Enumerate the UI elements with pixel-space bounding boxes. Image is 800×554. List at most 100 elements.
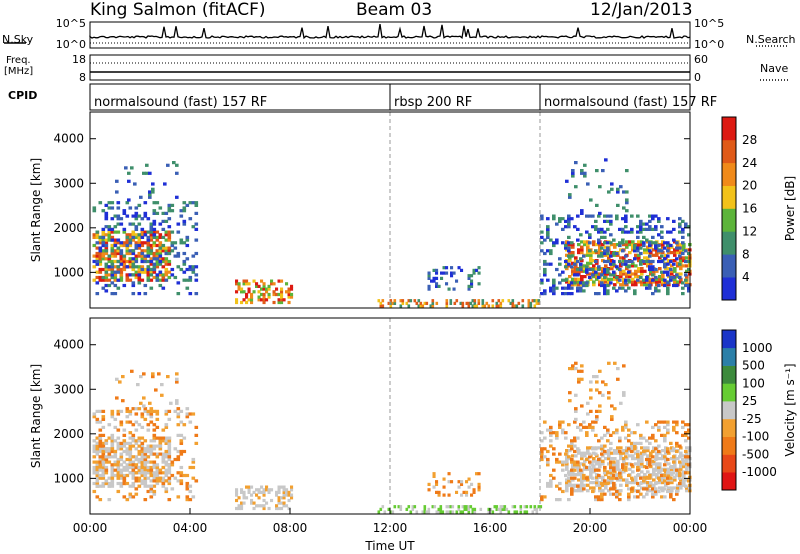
scatter-cell <box>277 501 281 505</box>
scatter-cell <box>445 510 449 514</box>
scatter-cell <box>595 415 599 419</box>
scatter-cell <box>139 375 143 379</box>
scatter-cell <box>678 246 682 250</box>
scatter-cell <box>152 209 157 213</box>
scatter-cell <box>149 412 154 416</box>
scatter-cell <box>157 372 161 376</box>
scatter-cell <box>549 484 553 488</box>
scatter-cell <box>564 219 568 223</box>
scatter-cell <box>594 495 598 499</box>
scatter-cell <box>552 243 556 248</box>
scatter-cell <box>657 444 661 448</box>
scatter-cell <box>634 264 638 268</box>
scatter-cell <box>290 488 294 492</box>
scatter-cell <box>649 280 653 284</box>
scatter-cell <box>101 463 106 467</box>
scatter-cell <box>613 449 617 453</box>
scatter-cell <box>497 304 501 308</box>
scatter-cell <box>615 473 619 478</box>
scatter-cell <box>149 230 154 234</box>
scatter-cell <box>685 264 689 268</box>
scatter-cell <box>262 295 266 299</box>
scatter-cell <box>407 304 411 308</box>
scatter-cell <box>606 270 610 274</box>
scatter-cell <box>104 447 109 451</box>
scatter-cell <box>142 404 146 408</box>
scatter-cell <box>161 265 166 269</box>
scatter-cell <box>131 249 136 253</box>
scatter-cell <box>149 409 154 413</box>
scatter-cell <box>529 301 533 305</box>
scatter-cell <box>445 271 449 275</box>
scatter-cell <box>377 299 381 303</box>
scatter-cell <box>128 233 133 237</box>
scatter-cell <box>130 166 134 170</box>
scatter-cell <box>95 468 100 472</box>
scatter-cell <box>282 298 286 302</box>
scatter-cell <box>511 304 515 308</box>
scatter-cell <box>613 470 617 474</box>
scatter-cell <box>128 492 133 496</box>
scatter-cell <box>682 459 686 463</box>
scatter-cell <box>92 235 97 239</box>
scatter-cell <box>164 249 169 253</box>
scatter-cell <box>672 455 676 459</box>
scatter-cell <box>595 417 599 421</box>
scatter-cell <box>627 230 631 234</box>
scatter-cell <box>588 233 592 237</box>
scatter-cell <box>673 253 677 257</box>
nave-tick-bottom: 0 <box>694 71 701 84</box>
scatter-cell <box>639 492 643 496</box>
scatter-cell <box>591 225 595 229</box>
scatter-cell <box>167 452 172 456</box>
scatter-cell <box>555 484 559 488</box>
scatter-cell <box>119 275 124 280</box>
scatter-cell <box>455 510 459 514</box>
scatter-cell <box>119 471 124 475</box>
scatter-cell <box>164 273 169 277</box>
scatter-cell <box>574 393 578 397</box>
scatter-cell <box>140 251 145 256</box>
scatter-cell <box>519 507 523 511</box>
scatter-cell <box>673 240 677 244</box>
scatter-cell <box>600 481 604 486</box>
scatter-cell <box>161 460 166 464</box>
scatter-cell <box>576 463 580 467</box>
scatter-cell <box>654 468 658 472</box>
scatter-cell <box>579 233 583 237</box>
scatter-cell <box>188 484 193 488</box>
scatter-cell <box>609 254 613 258</box>
scatter-cell <box>546 235 550 239</box>
scatter-cell <box>95 463 100 467</box>
scatter-cell <box>149 238 154 242</box>
scatter-cell <box>149 225 154 229</box>
scatter-cell <box>585 425 589 429</box>
scatter-cell <box>116 441 121 445</box>
scatter-cell <box>685 462 689 466</box>
scatter-cell <box>252 501 256 505</box>
scatter-cell <box>567 217 571 221</box>
scatter-cell <box>110 259 115 264</box>
scatter-cell <box>131 257 136 261</box>
scatter-cell <box>658 457 662 461</box>
scatter-cell <box>497 507 501 511</box>
scatter-cell <box>413 299 417 303</box>
scatter-cell <box>636 246 640 250</box>
scatter-cell <box>595 375 599 379</box>
scatter-cell <box>149 465 154 470</box>
scatter-cell <box>113 265 118 269</box>
scatter-cell <box>95 251 100 256</box>
scatter-cell <box>612 463 616 467</box>
scatter-cell <box>125 201 130 205</box>
scatter-cell <box>533 299 537 303</box>
scatter-cell <box>594 270 598 274</box>
scatter-cell <box>667 245 671 249</box>
scatter-cell <box>672 238 676 242</box>
scatter-cell <box>535 299 539 303</box>
scatter-cell <box>252 279 256 283</box>
scatter-cell <box>564 452 568 456</box>
colorbar-swatch <box>722 117 736 141</box>
scatter-cell <box>676 264 680 268</box>
scatter-cell <box>134 259 139 264</box>
scatter-cell <box>658 267 662 271</box>
